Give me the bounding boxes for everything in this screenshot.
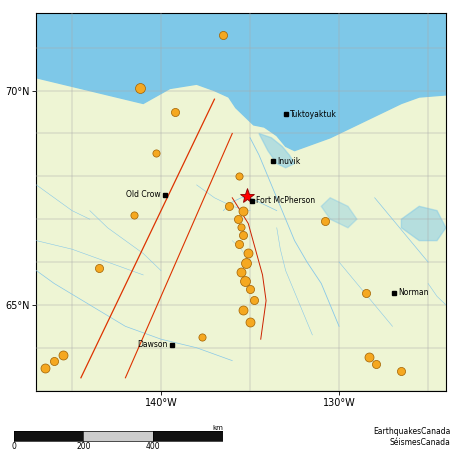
Text: Norman: Norman: [399, 288, 429, 297]
Text: 200: 200: [76, 442, 91, 449]
Text: Inuvik: Inuvik: [278, 157, 301, 166]
Text: 400: 400: [146, 442, 161, 449]
Polygon shape: [36, 13, 446, 150]
Polygon shape: [321, 198, 357, 228]
Polygon shape: [259, 133, 294, 168]
Text: EarthquakesCanada
SéismesCanada: EarthquakesCanada SéismesCanada: [373, 427, 450, 447]
Polygon shape: [401, 207, 446, 241]
Polygon shape: [36, 13, 446, 391]
Text: 0: 0: [11, 442, 16, 449]
Text: Dawson: Dawson: [137, 340, 167, 349]
Text: Fort McPherson: Fort McPherson: [256, 196, 315, 205]
Text: km: km: [212, 425, 223, 431]
Text: Tuktoyaktuk: Tuktoyaktuk: [290, 110, 337, 119]
Text: Old Crow: Old Crow: [126, 190, 160, 199]
